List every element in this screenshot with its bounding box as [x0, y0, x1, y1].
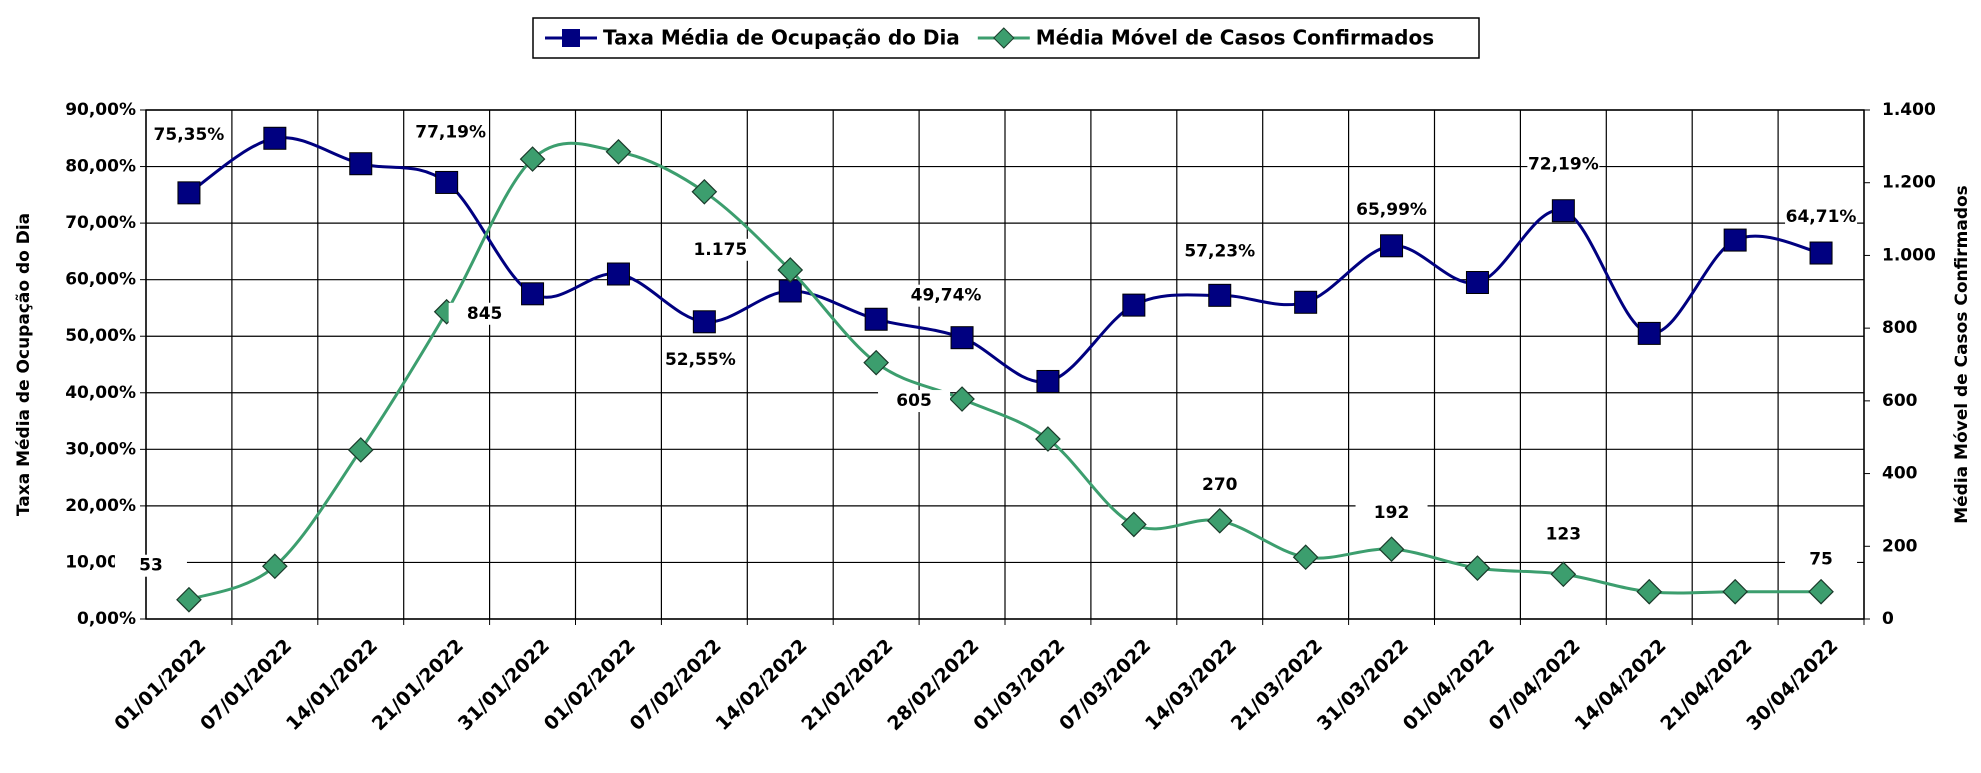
marker — [1550, 561, 1577, 588]
data-label: 75 — [1809, 550, 1833, 570]
y-tick-label: 20,00% — [65, 496, 136, 516]
y2-tick-label: 200 — [1882, 536, 1918, 556]
marker — [950, 326, 974, 350]
y-tick-label: 30,00% — [65, 439, 136, 459]
y-tick-label: 80,00% — [65, 157, 136, 177]
data-label: 123 — [1546, 524, 1582, 544]
marker — [177, 181, 201, 205]
marker — [1292, 544, 1319, 571]
marker — [1380, 234, 1404, 258]
marker — [1465, 270, 1489, 294]
marker — [605, 138, 632, 165]
y-tick-label: 70,00% — [65, 213, 136, 233]
marker — [777, 257, 804, 283]
marker — [263, 126, 287, 150]
y2-tick-label: 400 — [1882, 464, 1918, 484]
data-label: 72,19% — [1528, 155, 1599, 175]
label-bg — [878, 390, 951, 413]
y-tick-label: 60,00% — [65, 270, 136, 290]
data-label: 77,19% — [415, 122, 486, 142]
marker — [435, 170, 459, 194]
marker — [1208, 283, 1232, 307]
label-bg — [114, 554, 187, 577]
y2-tick-label: 1.400 — [1882, 100, 1936, 120]
x-tick-label: 30/04/2022 — [1742, 635, 1842, 735]
label-bg — [910, 284, 983, 307]
marker — [347, 437, 374, 463]
data-label: 845 — [467, 304, 503, 324]
y-tick-label: 40,00% — [65, 383, 136, 403]
marker — [1809, 241, 1833, 265]
label-bg — [1355, 502, 1428, 525]
label-bg — [1183, 240, 1256, 263]
label-bg — [664, 348, 737, 371]
marker — [349, 152, 373, 176]
marker — [1464, 555, 1491, 581]
marker — [1121, 511, 1147, 538]
data-label: 605 — [896, 391, 932, 411]
y2-axis-title: Média Móvel de Casos Confirmados — [1952, 185, 1972, 524]
data-label: 57,23% — [1184, 241, 1255, 261]
marker — [1122, 293, 1146, 317]
data-label: 64,71% — [1786, 207, 1857, 227]
data-label: 49,74% — [911, 286, 982, 306]
label-bg — [1785, 206, 1858, 229]
marker — [519, 146, 546, 172]
marker — [1636, 578, 1663, 605]
marker — [1637, 321, 1661, 345]
label-bg — [414, 121, 487, 144]
label-bg — [152, 123, 225, 146]
marker — [606, 262, 630, 286]
marker — [1294, 290, 1318, 314]
legend: Taxa Média de Ocupação do Dia Média Móvel… — [532, 17, 1480, 59]
marker — [1036, 369, 1060, 393]
marker — [1551, 199, 1575, 223]
legend-marker — [562, 29, 580, 47]
legend-label: Taxa Média de Ocupação do Dia — [603, 26, 960, 50]
legend-label: Média Móvel de Casos Confirmados — [1036, 26, 1434, 50]
label-bg — [684, 238, 757, 261]
data-label: 65,99% — [1356, 200, 1427, 220]
marker — [521, 282, 545, 306]
y-tick-label: 50,00% — [65, 326, 136, 346]
legend-marker — [993, 27, 1015, 49]
marker — [1206, 507, 1233, 534]
y-axis-title: Taxa Média de Ocupação do Dia — [14, 213, 34, 516]
marker — [1808, 578, 1834, 605]
y2-tick-label: 600 — [1882, 391, 1918, 411]
marker — [1723, 228, 1747, 252]
marker — [262, 553, 288, 580]
marker — [692, 310, 716, 334]
data-label: 270 — [1202, 475, 1238, 495]
y-tick-label: 0,00% — [77, 609, 136, 629]
label-bg — [1527, 523, 1600, 546]
data-label: 52,55% — [665, 350, 736, 370]
marker — [1722, 578, 1748, 605]
marker — [691, 178, 718, 205]
marker — [1035, 426, 1061, 452]
label-bg — [1785, 548, 1858, 571]
label-bg — [1527, 153, 1600, 176]
y2-tick-label: 800 — [1882, 318, 1918, 338]
data-label: 192 — [1374, 503, 1410, 523]
marker — [176, 586, 202, 613]
data-label: 1.175 — [693, 240, 747, 260]
y2-tick-label: 1.200 — [1882, 173, 1936, 193]
marker — [778, 279, 802, 303]
marker — [1378, 536, 1405, 563]
marker — [863, 349, 889, 376]
y2-tick-label: 1.000 — [1882, 245, 1936, 265]
y-tick-label: 90,00% — [65, 100, 136, 120]
label-bg — [448, 302, 521, 325]
marker — [864, 307, 888, 331]
y2-tick-label: 0 — [1882, 609, 1894, 629]
data-label: 53 — [139, 556, 163, 576]
marker — [949, 386, 975, 412]
label-bg — [1355, 198, 1428, 221]
data-label: 75,35% — [154, 125, 225, 145]
label-bg — [1183, 473, 1256, 496]
